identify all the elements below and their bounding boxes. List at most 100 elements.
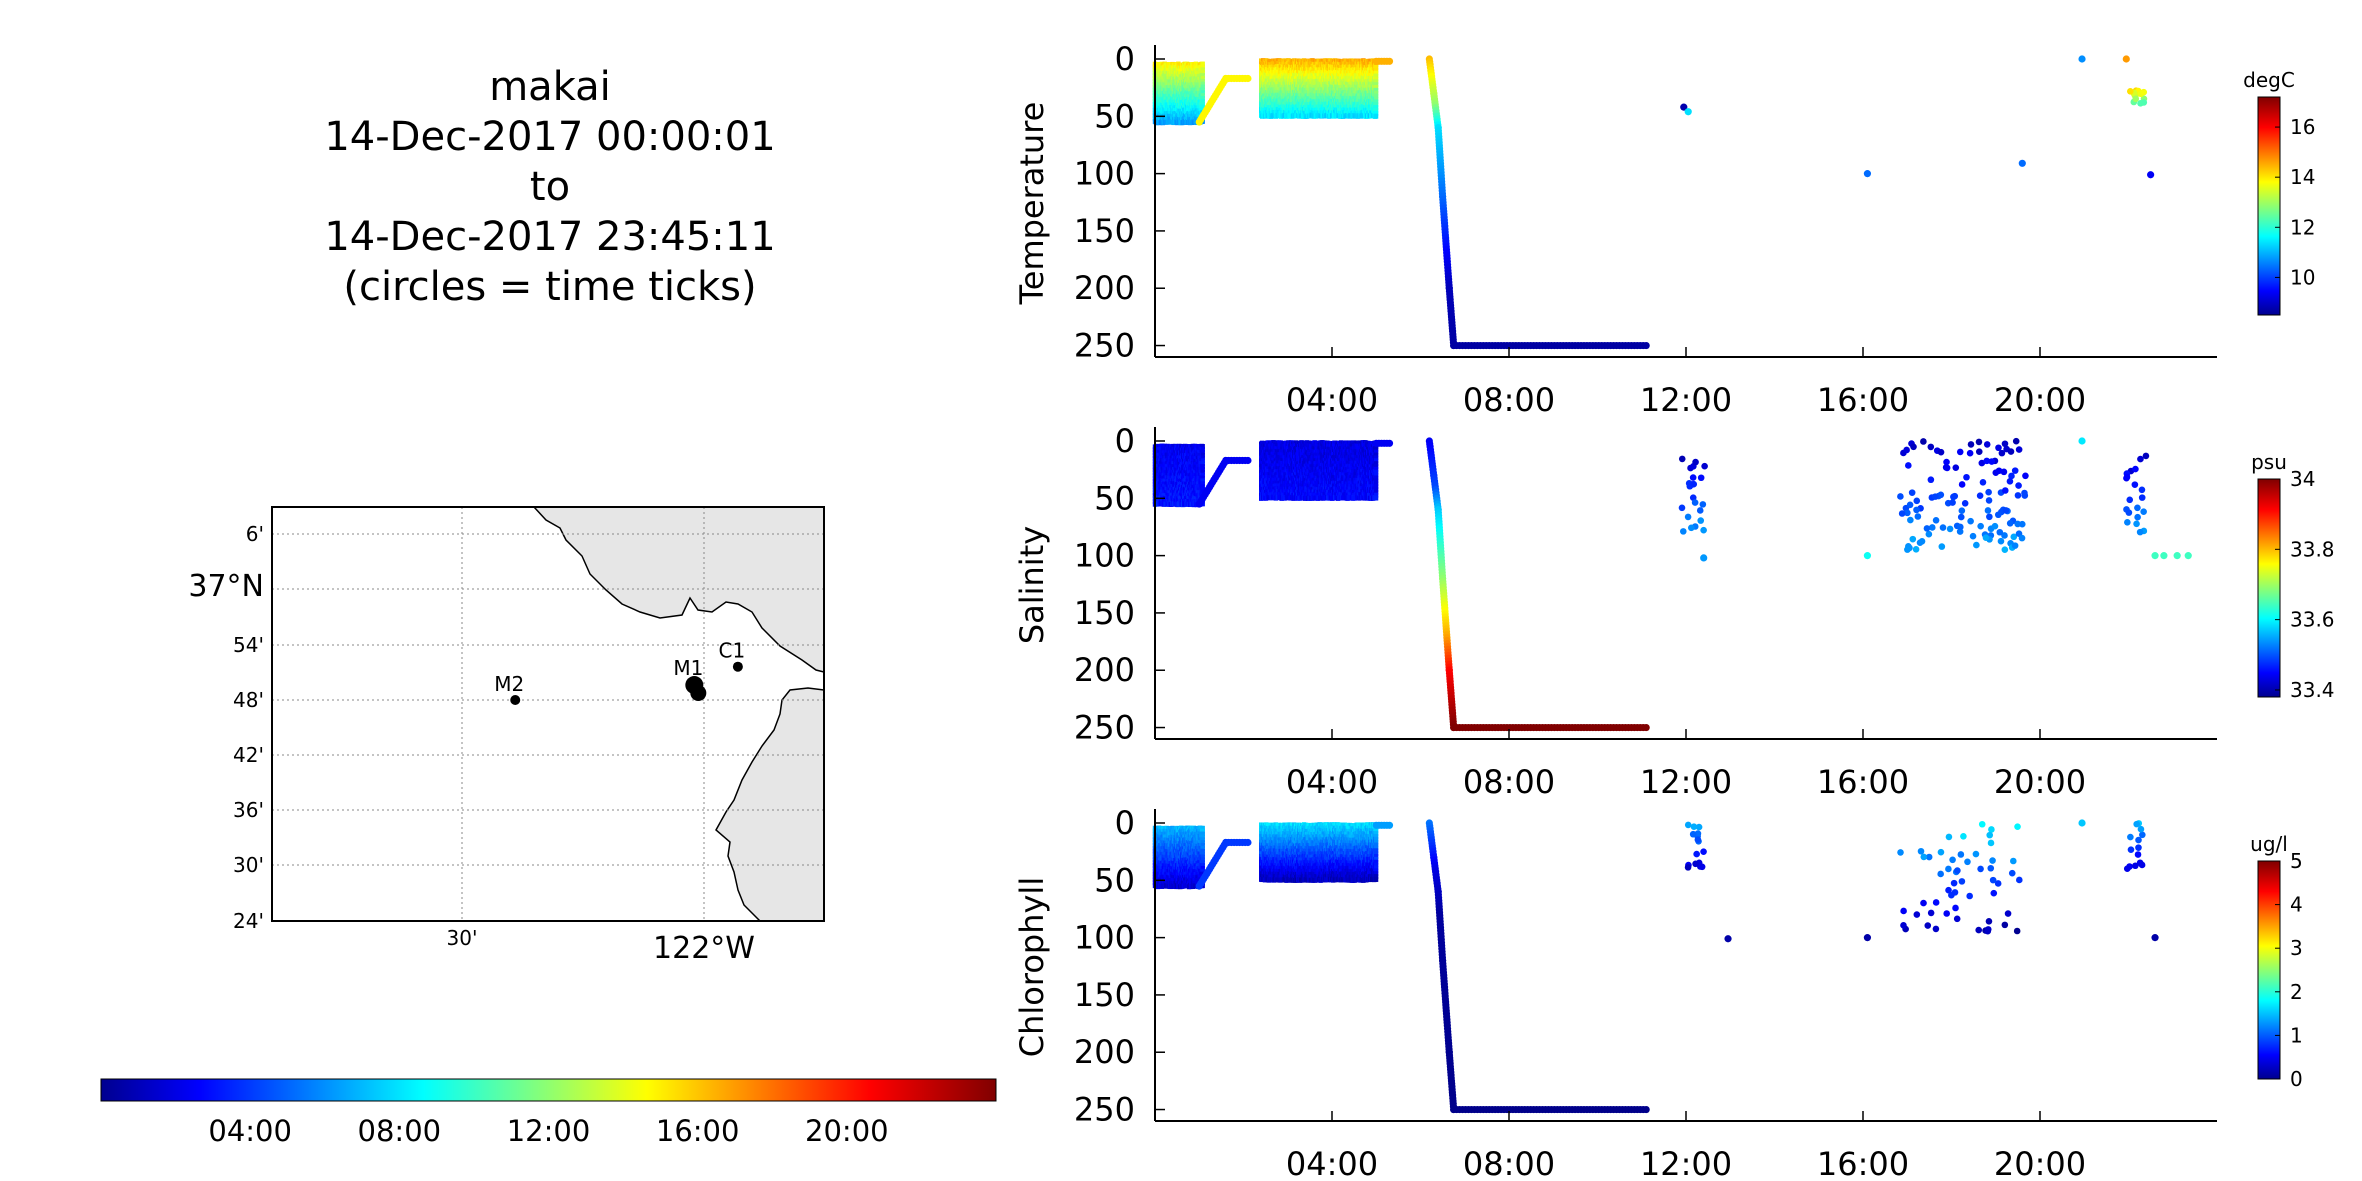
track-sample: [1385, 57, 1394, 65]
track-sample: [1244, 74, 1252, 83]
profile-sample: [1200, 98, 1205, 104]
time-colorbar: 04:00 08:00 12:00 16:00 20:00: [100, 1078, 997, 1148]
x-tick-label: 20:00: [1994, 381, 2086, 419]
start-time: 14-Dec-2017 00:00:01: [324, 114, 776, 160]
station-marker: [690, 685, 707, 702]
map-lat-label: 30': [233, 853, 264, 877]
data-point: [2126, 88, 2134, 95]
map-lat-label: 24': [233, 909, 264, 933]
time-colorbar-tick-label: 20:00: [805, 1114, 889, 1148]
profile-sample: [1200, 78, 1205, 84]
data-point: [2122, 55, 2130, 63]
profile-sample: [1200, 101, 1205, 107]
time-colorbar-tick-label: 04:00: [208, 1114, 292, 1148]
map-lon-label: 122°W: [653, 931, 755, 966]
profile-sample: [1373, 113, 1379, 119]
profile-sample: [1373, 84, 1379, 90]
y-tick-label: 0: [1115, 40, 1135, 78]
profile-sample: [1373, 87, 1379, 93]
land-mass: [532, 507, 824, 921]
map-lat-label: 6': [246, 522, 264, 546]
profile-sample: [1200, 64, 1205, 70]
map-gridlines: [272, 507, 824, 921]
profile-sample: [1373, 99, 1379, 105]
profile-sample: [1200, 90, 1205, 96]
data-point: [2018, 159, 2026, 167]
profile-sample: [1200, 67, 1205, 73]
map-lat-label: 42': [233, 743, 264, 767]
station-label: M1: [673, 656, 703, 680]
station-marker: [732, 661, 743, 672]
data-point: [2132, 95, 2140, 103]
time-colorbar-tick-label: 08:00: [358, 1114, 442, 1148]
data-marks: [1152, 55, 2155, 350]
map-stations: C1 M1 M2: [494, 639, 745, 705]
title-block: makai 14-Dec-2017 00:00:01 to 14-Dec-201…: [250, 62, 850, 312]
colorbar-tick-label: 16: [2290, 115, 2315, 139]
time-tick-note: (circles = time ticks): [343, 264, 757, 310]
profile-sample: [1373, 90, 1379, 96]
y-axis-label: Temperature: [1013, 102, 1051, 306]
data-point: [2140, 88, 2148, 96]
y-tick-label: 100: [1074, 155, 1135, 193]
data-point: [1684, 108, 1692, 116]
map-lat-label: 48': [233, 688, 264, 712]
map-lat-label: 37°N: [188, 569, 264, 604]
profile-sample: [1200, 93, 1205, 99]
station-map: 6' 37°N 54' 48' 42' 36' 30' 24' 30' 122°W C1 M1 M2: [188, 506, 825, 966]
x-tick-label: 04:00: [1286, 381, 1378, 419]
map-lat-label: 54': [233, 633, 264, 657]
time-colorbar-ticks: 04:00 08:00 12:00 16:00 20:00: [208, 1114, 888, 1148]
profile-sample: [1200, 61, 1205, 67]
profile-sample: [1200, 75, 1205, 81]
profile-sample: [1200, 84, 1205, 90]
data-point: [2140, 99, 2148, 106]
x-tick-label: 08:00: [1463, 381, 1555, 419]
profile-sample: [1200, 87, 1205, 93]
vehicle-name: makai: [489, 64, 611, 110]
profile-sample: [1373, 96, 1379, 102]
colorbar-tick-label: 12: [2290, 215, 2315, 239]
data-marks: [1152, 437, 2192, 732]
to-label: to: [529, 164, 571, 210]
profile-sample: [1373, 70, 1379, 76]
track-sample: [1642, 341, 1650, 350]
profile-sample: [1200, 73, 1205, 79]
data-point: [2078, 55, 2086, 63]
profile-sample: [1373, 67, 1379, 73]
profile-sample: [1373, 110, 1379, 116]
map-frame: [271, 506, 825, 922]
profile-sample: [1373, 76, 1379, 82]
colorbar-tick-label: 10: [2290, 265, 2315, 289]
profile-sample: [1200, 81, 1205, 87]
station-marker: [510, 695, 521, 705]
colorbar-unit: degC: [2243, 68, 2295, 92]
profile-sample: [1373, 64, 1379, 70]
profile-sample: [1373, 102, 1379, 108]
time-colorbar-tick-label: 16:00: [656, 1114, 740, 1148]
profile-sample: [1373, 73, 1379, 79]
map-longitude-labels: 30' 122°W: [447, 926, 755, 966]
y-tick-label: 200: [1074, 269, 1135, 307]
station-label: M2: [494, 672, 524, 696]
profile-sample: [1200, 104, 1205, 110]
profile-sample: [1373, 93, 1379, 99]
x-tick-label: 12:00: [1640, 381, 1732, 419]
profile-sample: [1373, 79, 1379, 85]
y-tick-label: 50: [1094, 97, 1135, 135]
colorbar-tick-label: 14: [2290, 165, 2315, 189]
profile-sample: [1373, 105, 1379, 111]
colorbar-gradient: [2257, 96, 2281, 316]
map-lat-label: 36': [233, 798, 264, 822]
station-label: C1: [719, 639, 746, 663]
x-tick-label: 16:00: [1817, 381, 1909, 419]
y-tick-label: 150: [1074, 212, 1135, 250]
end-time: 14-Dec-2017 23:45:11: [324, 214, 776, 260]
map-latitude-labels: 6' 37°N 54' 48' 42' 36' 30' 24': [188, 522, 264, 933]
time-colorbar-tick-label: 12:00: [507, 1114, 591, 1148]
profile-sample: [1200, 95, 1205, 101]
